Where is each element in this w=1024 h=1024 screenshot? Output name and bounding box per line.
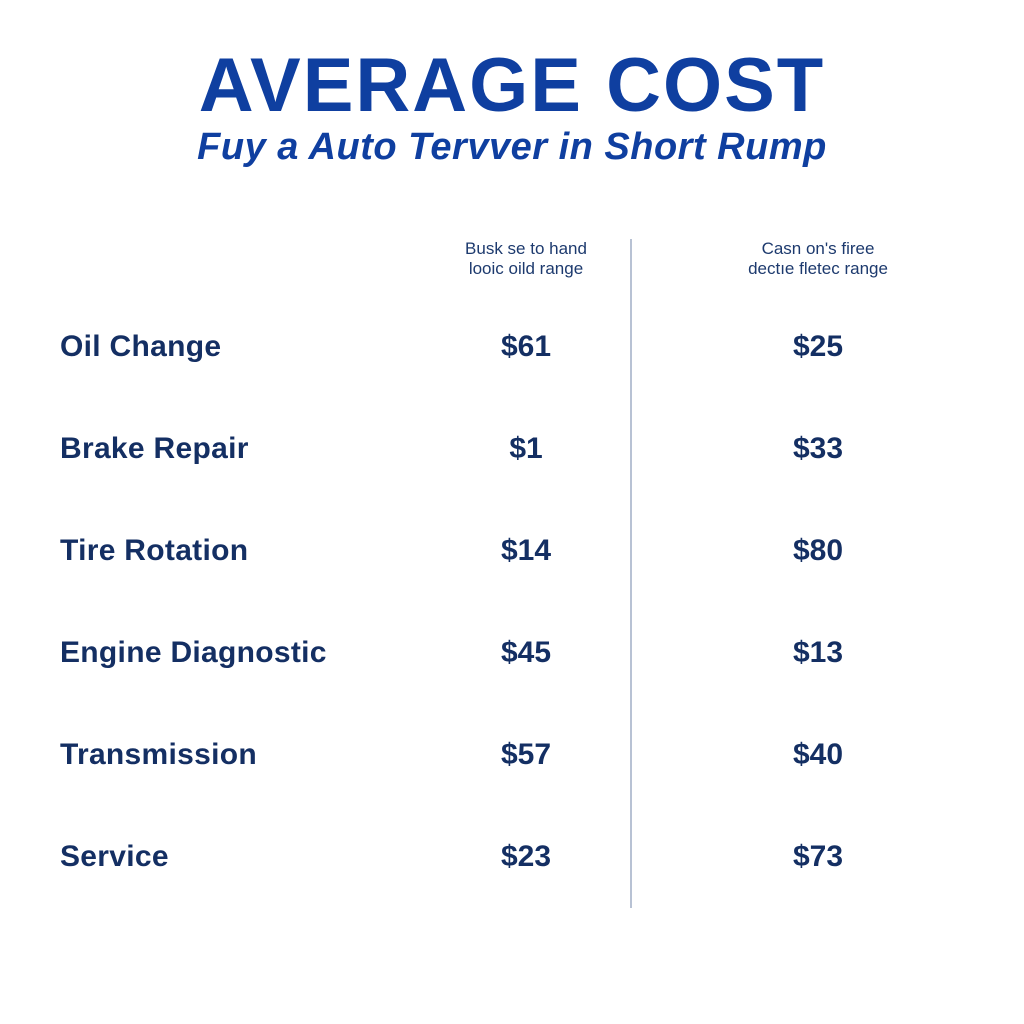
cost-infographic: AVERAGE COST Fuy a Auto Tervver in Short… [0, 0, 1024, 1024]
table-row: Engine Diagnostic $45 $13 [60, 602, 964, 704]
service-name: Transmission [60, 738, 380, 772]
value-col1: $61 [380, 330, 672, 364]
service-name: Oil Change [60, 330, 380, 364]
cost-table: Busk se to hand looic oild range Casn on… [60, 239, 964, 908]
value-col2: $73 [672, 840, 964, 874]
value-col2: $13 [672, 636, 964, 670]
column-header-1: Busk se to hand looic oild range [380, 239, 672, 278]
value-col1: $1 [380, 432, 672, 466]
service-name: Tire Rotation [60, 534, 380, 568]
page-title: AVERAGE COST [60, 48, 964, 124]
value-col1: $23 [380, 840, 672, 874]
service-name: Engine Diagnostic [60, 636, 380, 670]
service-name: Service [60, 840, 380, 874]
value-col2: $33 [672, 432, 964, 466]
value-col2: $25 [672, 330, 964, 364]
value-col2: $80 [672, 534, 964, 568]
table-row: Brake Repair $1 $33 [60, 398, 964, 500]
page-subtitle: Fuy a Auto Tervver in Short Rump [60, 126, 964, 169]
value-col1: $14 [380, 534, 672, 568]
value-col1: $45 [380, 636, 672, 670]
table-row: Transmission $57 $40 [60, 704, 964, 806]
table-row: Service $23 $73 [60, 806, 964, 908]
column-header-2: Casn on's firee dectıe fletec range [672, 239, 964, 278]
table-row: Tire Rotation $14 $80 [60, 500, 964, 602]
value-col2: $40 [672, 738, 964, 772]
table-row: Oil Change $61 $25 [60, 296, 964, 398]
column-divider [630, 239, 632, 908]
value-col1: $57 [380, 738, 672, 772]
service-name: Brake Repair [60, 432, 380, 466]
table-header-row: Busk se to hand looic oild range Casn on… [60, 239, 964, 278]
